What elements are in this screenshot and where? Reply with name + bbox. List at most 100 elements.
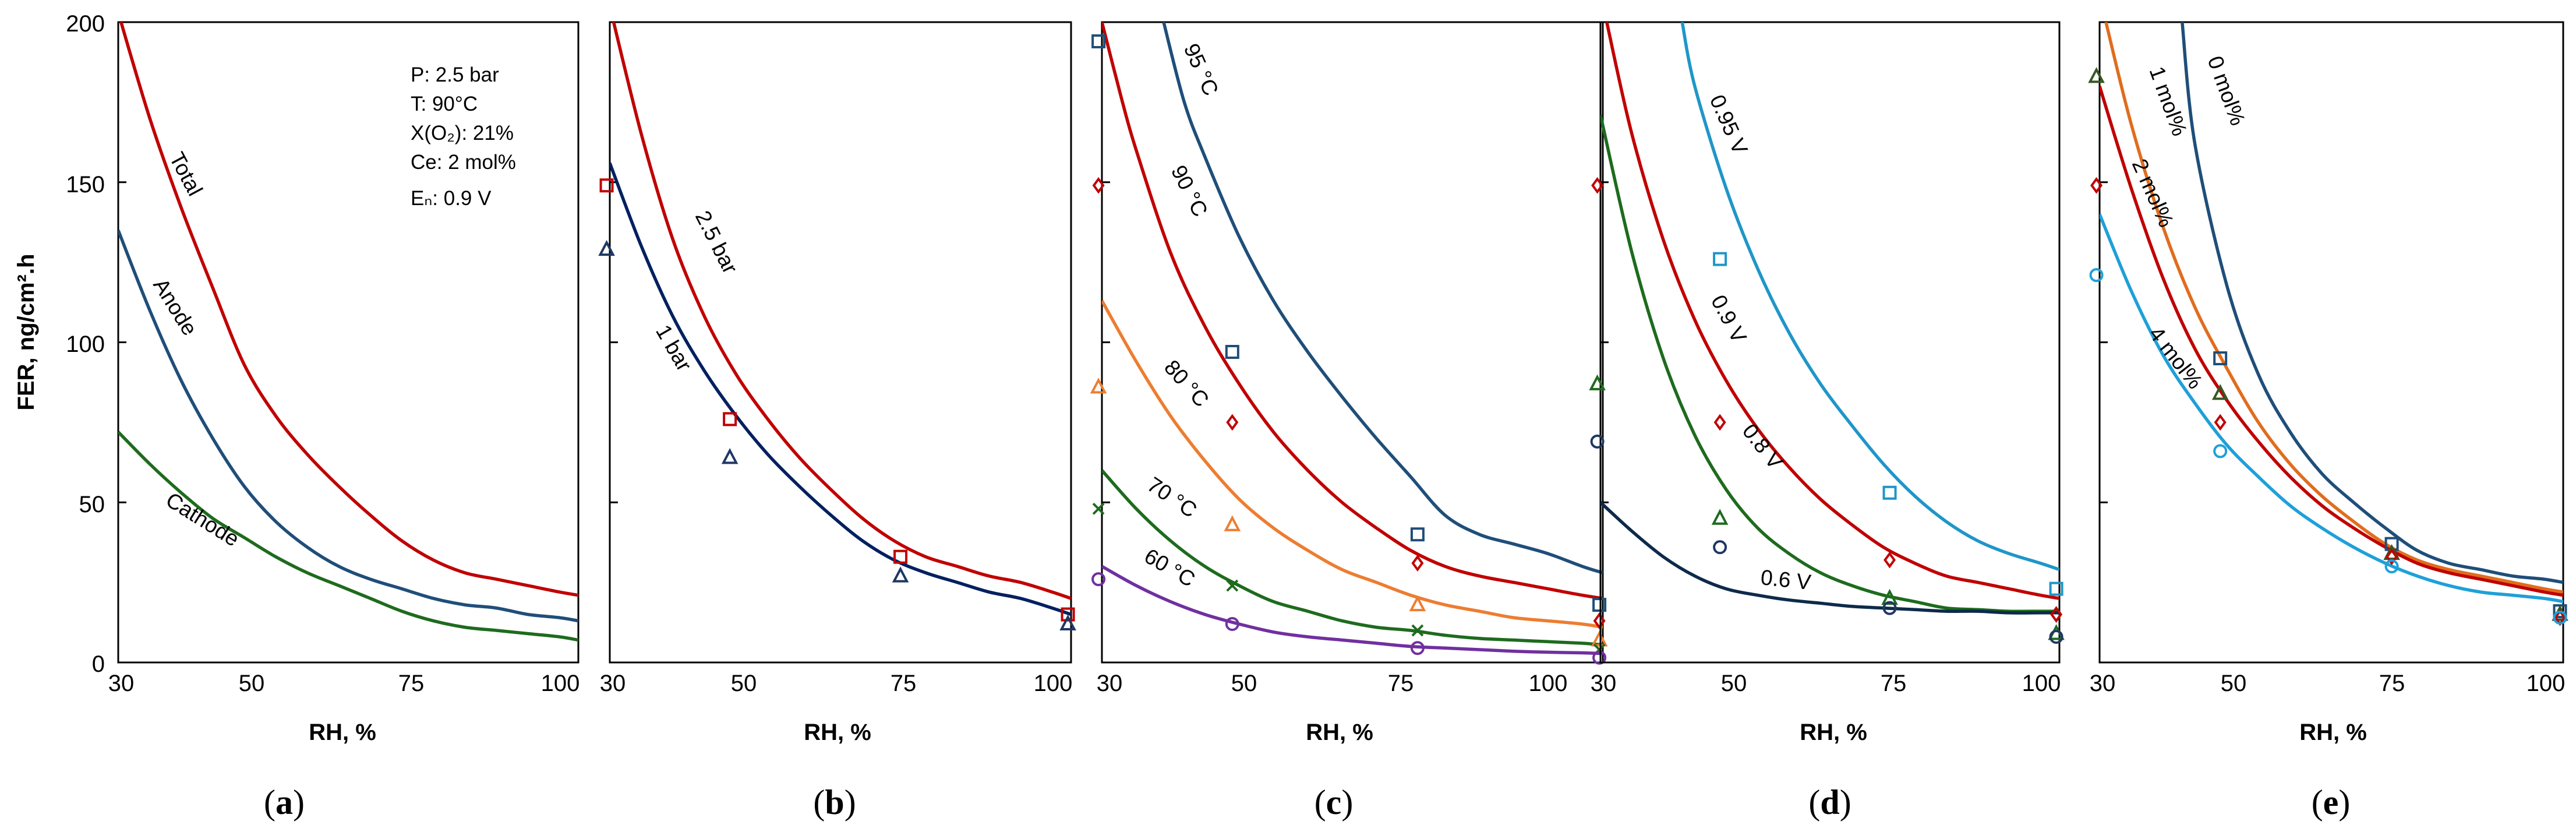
x-tick-label: 75 [1388,671,1414,696]
panel-label-c: (c) [1314,783,1354,822]
series-line-anode [118,230,578,623]
data-point-circle [1592,650,1607,665]
series-line-0.9-v [1605,22,2059,600]
series-line-4-mol- [2100,213,2563,604]
data-point-triangle [2211,384,2229,400]
data-point-x [1411,624,1424,637]
x-tick-label: 30 [2090,671,2116,696]
data-point-triangle [2383,544,2400,560]
x-tick-label: 30 [108,671,135,696]
data-point-circle [1590,434,1605,449]
y-ticks [118,21,126,664]
x-tick-label: 100 [2022,671,2061,696]
data-point-circle [1713,540,1727,555]
panel-b: 30 50 75 100 RH, % 2.5 bar 1 bar (b) [598,21,1076,822]
data-point-circle [1410,641,1425,655]
data-point-circle [2089,268,2104,283]
points [2088,67,2568,626]
data-point-triangle [1409,595,1426,612]
series-line-95-c [1162,22,1603,574]
data-point-triangle [598,239,615,256]
plot-frame [117,21,579,664]
data-point-square [1713,252,1727,266]
series-line-70-c [1102,469,1603,647]
x-tick-label: 50 [1721,671,1747,696]
condition-temperature: T: 90°C [411,93,478,115]
panel-label-b: (b) [813,783,856,822]
y-tick-label: 0 [92,651,105,677]
data-point-triangle [2088,67,2105,83]
panel-label-e: (e) [2312,783,2351,822]
data-point-square [1592,598,1607,612]
y-ticks [1102,21,1110,664]
data-point-circle [2384,559,2399,574]
series-line-0.95-v [1680,22,2059,572]
data-point-triangle [1589,374,1606,390]
data-point-square [1225,344,1239,359]
x-axis-title: RH, % [804,720,871,745]
x-tick-label: 100 [1529,671,1568,696]
series-line-cathode [118,431,578,642]
x-tick-label: 50 [2221,671,2247,696]
data-point-diamond [2386,548,2398,566]
data-point-circle [2049,630,2063,644]
series-line-1-bar [610,162,1071,616]
panel-e: 30 50 75 100 RH, % 0 mol% 1 mol% 2 mol% … [2088,21,2568,822]
data-point-circle [2213,444,2228,459]
y-tick-label: 50 [79,492,105,517]
data-point-square [2213,351,2228,365]
y-tick-label: 200 [66,11,105,37]
data-point-triangle [1224,515,1241,531]
curve-label-cathode: Cathode [162,488,243,551]
curves [610,22,1071,616]
data-point-square [893,549,908,564]
curve-label-80C: 80 °C [1160,355,1214,412]
curve-label-0.8V: 0.8 V [1738,419,1788,474]
curve-label-1mol: 1 mol% [2144,64,2192,139]
points [1090,34,1608,665]
data-point-diamond [1593,612,1606,629]
data-point-triangle [1711,509,1729,525]
data-point-triangle [721,448,738,464]
points [1589,177,2065,644]
curve-label-2mol: 2 mol% [2128,156,2179,231]
x-tick-label: 75 [398,671,425,696]
panel-label-a: (a) [264,783,305,822]
x-tick-label: 75 [1881,671,1907,696]
y-axis-title: FER, ng/cm².h [13,254,39,411]
condition-cerium: Ce: 2 mol% [411,151,516,174]
x-tick-label: 50 [731,671,757,696]
data-point-triangle [1881,588,1898,605]
curves [1600,22,2059,615]
curve-label-0.6V: 0.6 V [1759,565,1812,594]
points [598,178,1076,631]
data-point-triangle [892,566,909,583]
x-axis-title: RH, % [1800,720,1867,745]
data-point-x [1226,579,1239,592]
series-line-2-mol- [2100,86,2563,597]
curves [2100,22,2563,604]
data-point-triangle [1059,614,1076,631]
y-tick-label: 150 [66,172,105,198]
series-line-80-c [1102,299,1603,629]
condition-pressure: P: 2.5 bar [411,64,499,86]
y-ticks [2100,21,2108,664]
x-tick-label: 100 [1034,671,1073,696]
data-point-diamond [2214,414,2227,431]
data-point-square [1882,485,1897,500]
data-point-square [599,178,614,193]
x-tick-label: 100 [2526,671,2566,696]
data-point-square [2049,581,2063,596]
data-point-x [1092,502,1105,515]
data-point-square [1061,607,1075,622]
data-point-diamond [1411,555,1424,572]
y-ticks [1600,21,1609,664]
x-tick-label: 30 [600,671,626,696]
x-axis-title: RH, % [309,720,376,745]
y-ticks [610,21,618,664]
series-line-total [119,22,578,597]
y-tick-label: 100 [66,332,105,357]
data-point-diamond [2050,606,2063,623]
data-point-diamond [1713,414,1726,431]
x-axis-title: RH, % [2299,720,2367,745]
